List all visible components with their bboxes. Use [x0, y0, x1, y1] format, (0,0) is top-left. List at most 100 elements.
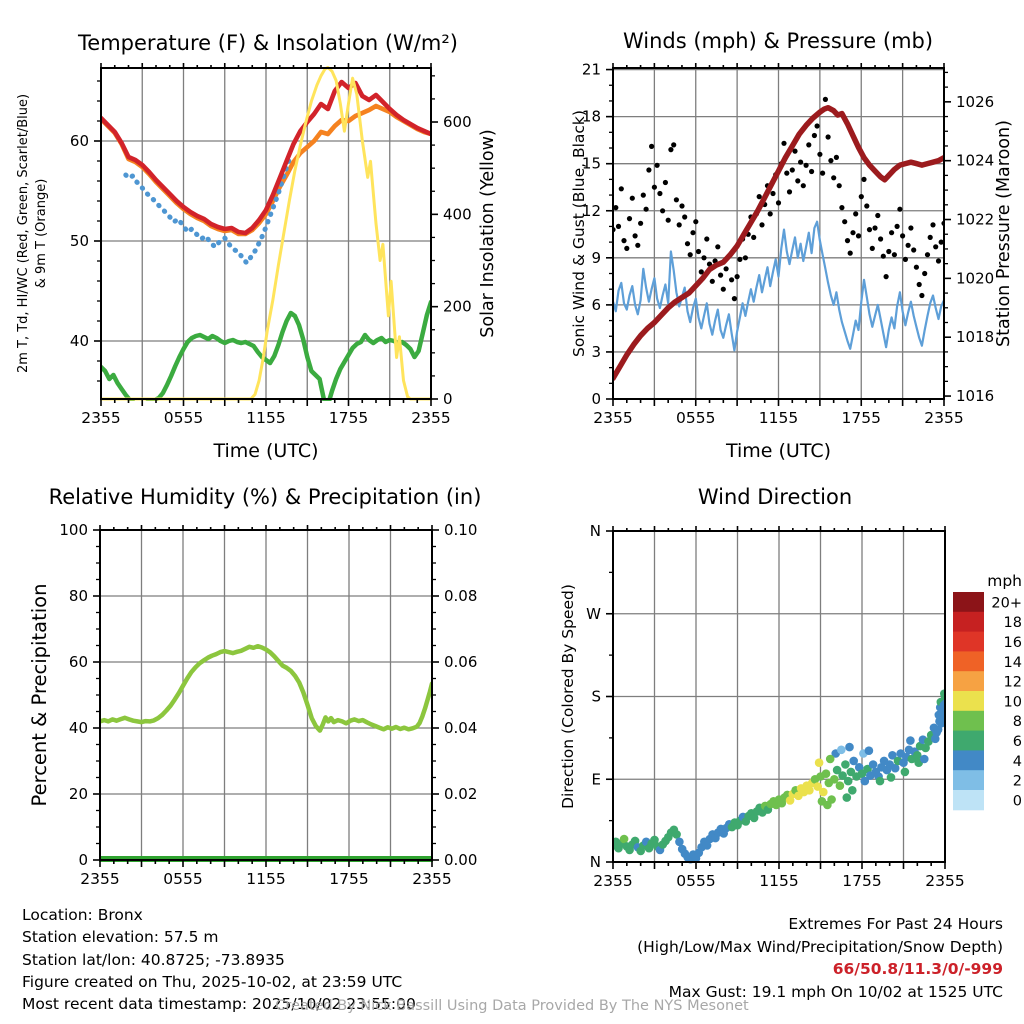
colorbar-block	[953, 790, 984, 811]
chart-temperature-insolation: 2355 0555 1155 1755 23554050600200400600Temp…	[16, 31, 498, 462]
x-tick-label: 0555	[164, 409, 203, 427]
y-tick-label: 1016	[956, 387, 994, 405]
x-tick-label: 2355	[412, 870, 451, 888]
colorbar-block	[953, 691, 984, 712]
chart-title: Temperature (F) & Insolation (W/m²)	[77, 31, 458, 55]
y-axis-label-left: Percent & Precipitation	[28, 584, 51, 807]
colorbar-label: 12	[1004, 675, 1022, 691]
x-tick-label: 0555	[676, 409, 715, 427]
credit-line: Created By Nick Bassill Using Data Provi…	[275, 998, 749, 1014]
max-gust: Max Gust: 19.1 mph On 10/02 at 1525 UTC	[668, 982, 1003, 1001]
x-axis-label: Time (UTC)	[725, 440, 831, 462]
x-tick-label: 0555	[676, 872, 715, 890]
y-tick-label: 0.10	[444, 521, 477, 539]
y-tick-label: 200	[443, 298, 472, 316]
colorbar-label: 2	[1013, 774, 1022, 790]
wind-direction-dots-series	[612, 689, 946, 864]
y-tick-label: 21	[582, 61, 601, 79]
colorbar-label: 18	[1004, 615, 1022, 631]
y-axis-label-right: Station Pressure (Maroon)	[994, 120, 1014, 347]
y-tick-label: 40	[70, 332, 89, 350]
y-tick-label: S	[591, 688, 601, 706]
colorbar-label: 16	[1004, 635, 1022, 651]
colorbar-label: 4	[1013, 754, 1022, 770]
colorbar-block	[953, 710, 984, 732]
station-info: Location: Bronx Station elevation: 57.5 …	[22, 904, 416, 1015]
colorbar-label: 8	[1013, 714, 1022, 730]
y-tick-label: 0	[78, 851, 88, 869]
x-tick-label: 2355	[925, 872, 964, 890]
station-location: Location: Bronx	[22, 906, 143, 924]
y-tick-label: 100	[59, 521, 88, 539]
y-axis-label-left: Sonic Wind & Gust (Blue, Black)	[570, 110, 588, 357]
colorbar-label: 10	[1004, 694, 1022, 710]
y-axis-label-left: & 9m T (Orange)	[34, 179, 49, 289]
sonic-wind-series	[612, 220, 945, 352]
x-tick-label: 1155	[759, 872, 798, 890]
y-tick-label: W	[586, 605, 601, 623]
colorbar-label: 6	[1013, 734, 1022, 750]
y-tick-label: 1018	[956, 328, 994, 346]
chart-title: Wind Direction	[698, 485, 852, 509]
y-tick-label: 1024	[956, 152, 994, 170]
y-tick-label: 18	[582, 108, 601, 126]
y-tick-label: 0.06	[444, 653, 477, 671]
y-tick-label: N	[590, 522, 601, 540]
temp-2m-series	[100, 79, 432, 236]
wind-gust-series	[612, 96, 945, 302]
x-tick-label: 2355	[411, 409, 450, 427]
y-tick-label: 12	[582, 202, 601, 220]
y-tick-label: 0.00	[444, 851, 477, 869]
relative-humidity-series	[99, 643, 433, 733]
figure-created: Figure created on Thu, 2025-10-02, at 23…	[22, 972, 403, 991]
colorbar-block	[953, 592, 984, 613]
y-tick-label: 0.04	[444, 719, 477, 737]
chart-title: Winds (mph) & Pressure (mb)	[623, 29, 933, 53]
colorbar-label: 20+	[991, 595, 1022, 611]
x-tick-label: 2355	[593, 409, 632, 427]
station-pressure-series	[612, 104, 945, 382]
chart-title: Relative Humidity (%) & Precipitation (i…	[49, 485, 482, 509]
wind-chill-series	[123, 152, 294, 266]
x-tick-label: 1155	[246, 409, 285, 427]
y-tick-label: 1022	[956, 211, 994, 229]
speed-colorbar: mph 20+ 18 16 14 12 10 8 6 4 2 0	[953, 572, 1022, 811]
station-latlon: Station lat/lon: 40.8725; -73.8935	[22, 950, 285, 969]
y-tick-label: 0	[591, 390, 601, 408]
colorbar-title: mph	[987, 572, 1022, 590]
colorbar-block	[953, 671, 984, 692]
extremes-subtitle: (High/Low/Max Wind/Precipitation/Snow De…	[637, 937, 1003, 956]
y-tick-label: 60	[69, 653, 88, 671]
y-tick-label: 1020	[956, 269, 994, 287]
colorbar-label: 14	[1004, 655, 1022, 671]
solar-insolation-series	[100, 66, 432, 401]
y-tick-label: 3	[591, 343, 601, 361]
chart-humidity-precip: 2355 0555 1155 1755 23550204060801000.000.02…	[28, 485, 481, 888]
y-axis-label-right: Solar Insolation (Yellow)	[478, 129, 498, 337]
y-tick-label: 15	[582, 155, 601, 173]
extremes-block: Extremes For Past 24 Hours (High/Low/Max…	[637, 913, 1003, 1003]
y-tick-label: 40	[69, 719, 88, 737]
colorbar-block	[953, 730, 984, 751]
y-tick-label: 0.02	[444, 785, 477, 803]
colorbar-block	[953, 611, 984, 633]
x-tick-label: 2355	[593, 872, 632, 890]
x-tick-label: 1155	[759, 409, 798, 427]
y-tick-label: 60	[70, 132, 89, 150]
colorbar-block	[953, 651, 984, 672]
colorbar-label: 0	[1013, 793, 1022, 809]
x-tick-label: 1155	[246, 870, 285, 888]
x-tick-label: 1755	[329, 870, 368, 888]
y-tick-label: 400	[443, 205, 472, 223]
y-tick-label: 0.08	[444, 587, 477, 605]
x-tick-label: 0555	[163, 870, 202, 888]
y-axis-label-left: 2m T, Td, HI/WC (Red, Green, Scarlet/Blu…	[16, 94, 31, 373]
extremes-title: Extremes For Past 24 Hours	[788, 915, 1003, 933]
y-tick-label: 1026	[956, 93, 994, 111]
station-elevation: Station elevation: 57.5 m	[22, 928, 219, 947]
x-tick-label: 1755	[842, 872, 881, 890]
y-tick-label: 9	[591, 249, 601, 267]
x-tick-label: 2355	[924, 409, 963, 427]
